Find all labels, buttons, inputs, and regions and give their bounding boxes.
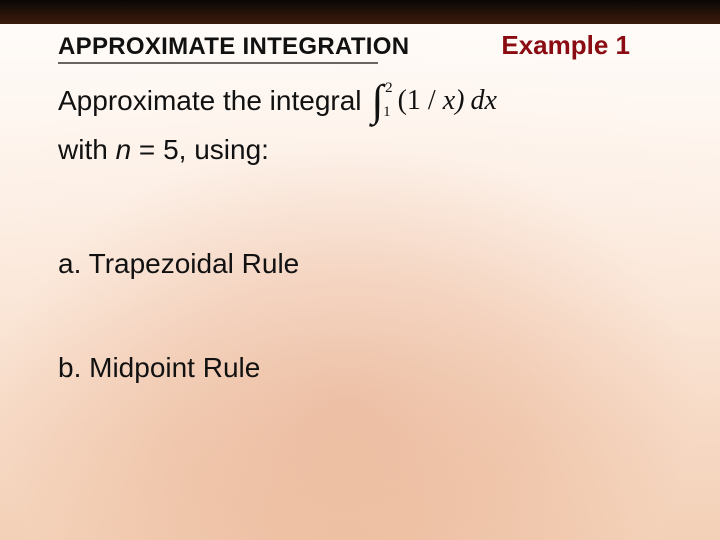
dx: dx — [470, 81, 496, 121]
example-label: Example 1 — [501, 30, 630, 61]
prompt-text-1: Approximate the integral — [58, 81, 362, 121]
section-title: APPROXIMATE INTEGRATION — [58, 33, 409, 61]
integrand-open: (1 — [398, 85, 421, 116]
integral-sign: ∫ — [372, 81, 384, 121]
integral-symbol: ∫ 2 1 — [372, 78, 384, 124]
integral-lower-bound: 1 — [383, 92, 391, 132]
top-bar — [0, 0, 720, 24]
option-b: b. Midpoint Rule — [58, 352, 660, 384]
integrand: (1 / x) — [398, 81, 465, 121]
n-symbol: n — [116, 134, 132, 165]
after-n-text: = 5, using: — [131, 134, 269, 165]
slide: APPROXIMATE INTEGRATION Example 1 Approx… — [0, 0, 720, 540]
header-row: APPROXIMATE INTEGRATION Example 1 — [58, 30, 680, 61]
integrand-var: x) — [443, 85, 465, 116]
integral-expression: ∫ 2 1 (1 / x) dx — [372, 78, 497, 124]
option-a: a. Trapezoidal Rule — [58, 248, 660, 280]
title-underline — [58, 62, 378, 64]
integrand-slash: / — [428, 85, 436, 116]
prompt-line-1: Approximate the integral ∫ 2 1 (1 / x) d… — [58, 78, 660, 124]
prompt-line-2: with n = 5, using: — [58, 130, 660, 170]
slide-body: Approximate the integral ∫ 2 1 (1 / x) d… — [58, 78, 660, 384]
with-text: with — [58, 134, 116, 165]
